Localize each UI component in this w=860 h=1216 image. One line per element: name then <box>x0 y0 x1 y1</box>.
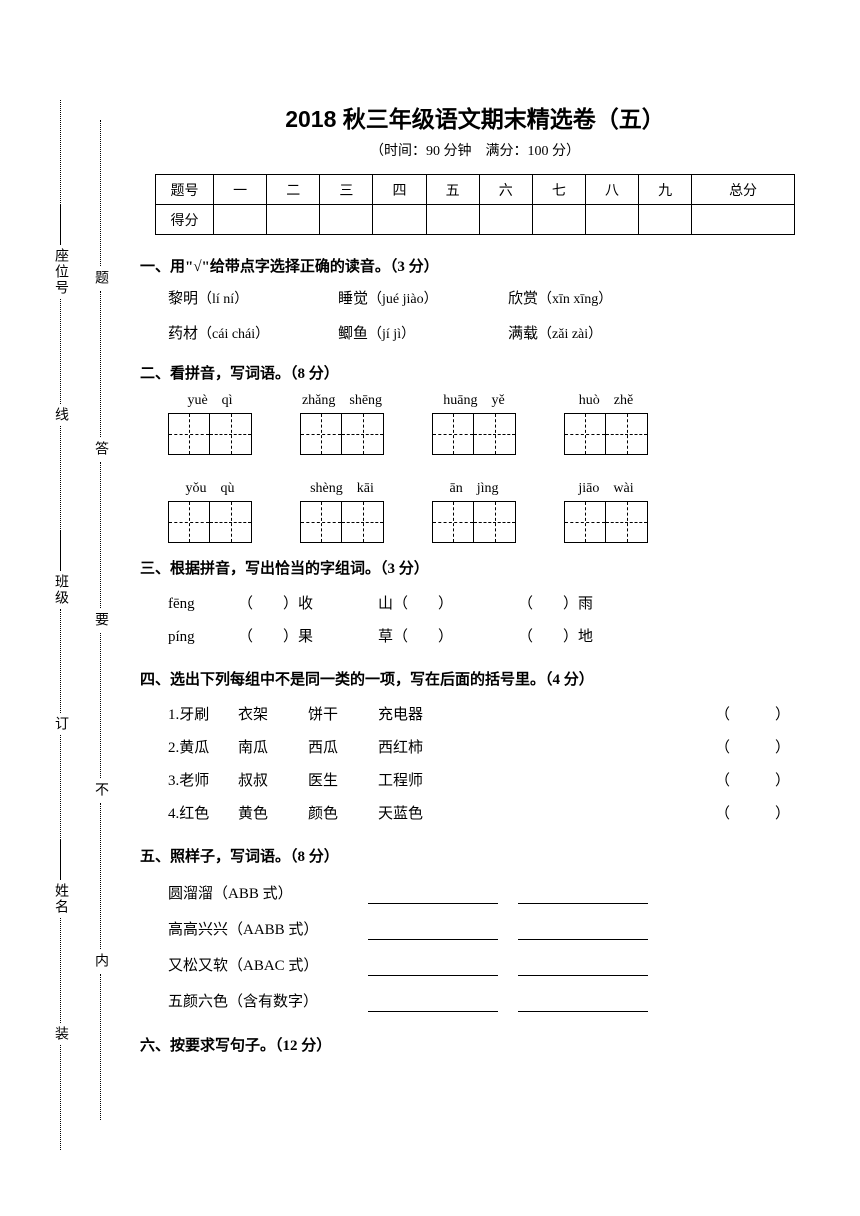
binding-gutter-outer: 内 不 要 答 题 <box>85 120 115 1120</box>
pinyin-word-box: huāngyě <box>432 393 516 455</box>
section-head: 三、根据拼音，写出恰当的字组词。（3 分） <box>140 557 810 578</box>
pinyin-word-box: shèngkāi <box>300 481 384 543</box>
gutter-outer-label: 内 <box>90 953 110 970</box>
gutter-char: 装 <box>50 1026 70 1042</box>
exam-subtitle: （时间：90 分钟 满分：100 分） <box>140 140 810 160</box>
score-header-row: 题号 一 二 三 四 五 六 七 八 九 总分 <box>156 175 795 205</box>
pinyin-choice: 药材（cái chái） <box>168 321 338 348</box>
gutter-outer-label: 要 <box>90 612 110 629</box>
exam-content: 2018 秋三年级语文期末精选卷（五） （时间：90 分钟 满分：100 分） … <box>140 100 810 1065</box>
gutter-char: 线 <box>50 407 70 423</box>
exam-title: 2018 秋三年级语文期末精选卷（五） <box>140 100 810 134</box>
gutter-outer-label: 题 <box>90 270 110 287</box>
section-head: 五、照样子，写词语。（8 分） <box>140 845 810 866</box>
odd-one-out-line: 1.牙刷衣架饼干充电器（ ） <box>168 699 810 732</box>
gutter-outer-label: 不 <box>90 782 110 799</box>
score-value-row: 得分 <box>156 205 795 235</box>
pinyin-word-box: yuèqì <box>168 393 252 455</box>
gutter-char: 订 <box>50 716 70 732</box>
fill-word-line: píng（ ）果草（ ）（ ）地 <box>168 621 810 654</box>
section-head: 四、选出下列每组中不是同一类的一项，写在后面的括号里。（4 分） <box>140 668 810 689</box>
pattern-word-line: 圆溜溜（ABB 式） <box>168 876 810 912</box>
gutter-outer-label: 答 <box>90 441 110 458</box>
pinyin-word-box: zhǎngshēng <box>300 393 384 455</box>
gutter-label: 姓名 <box>50 883 70 915</box>
pinyin-choice: 睡觉（jué jiào） <box>338 286 508 313</box>
fill-word-line: fēng（ ）收山（ ）（ ）雨 <box>168 588 810 621</box>
pinyin-word-box: huòzhě <box>564 393 648 455</box>
pinyin-word-box: ānjìng <box>432 481 516 543</box>
section-head: 二、看拼音，写词语。（8 分） <box>140 362 810 383</box>
pinyin-word-box: jiāowài <box>564 481 648 543</box>
pinyin-word-box: yǒuqù <box>168 481 252 543</box>
pattern-word-line: 五颜六色（含有数字） <box>168 984 810 1020</box>
odd-one-out-line: 4.红色黄色颜色天蓝色（ ） <box>168 798 810 831</box>
gutter-label: 座位号 <box>50 248 70 296</box>
pinyin-choice: 满载（zǎi zài） <box>508 321 678 348</box>
pinyin-choice: 欣赏（xīn xīng） <box>508 286 678 313</box>
pattern-word-line: 高高兴兴（AABB 式） <box>168 912 810 948</box>
odd-one-out-line: 3.老师叔叔医生工程师（ ） <box>168 765 810 798</box>
section-head: 一、用"√"给带点字选择正确的读音。（3 分） <box>140 255 810 276</box>
pattern-word-line: 又松又软（ABAC 式） <box>168 948 810 984</box>
pinyin-choice: 鲫鱼（jí jì） <box>338 321 508 348</box>
gutter-label: 班级 <box>50 574 70 606</box>
pinyin-choice: 黎明（lí ní） <box>168 286 338 313</box>
odd-one-out-line: 2.黄瓜南瓜西瓜西红柿（ ） <box>168 732 810 765</box>
score-table: 题号 一 二 三 四 五 六 七 八 九 总分 得分 <box>155 174 795 235</box>
binding-gutter: 装 姓名 订 班级 线 座位号 <box>30 100 90 1150</box>
section-head: 六、按要求写句子。（12 分） <box>140 1034 810 1055</box>
